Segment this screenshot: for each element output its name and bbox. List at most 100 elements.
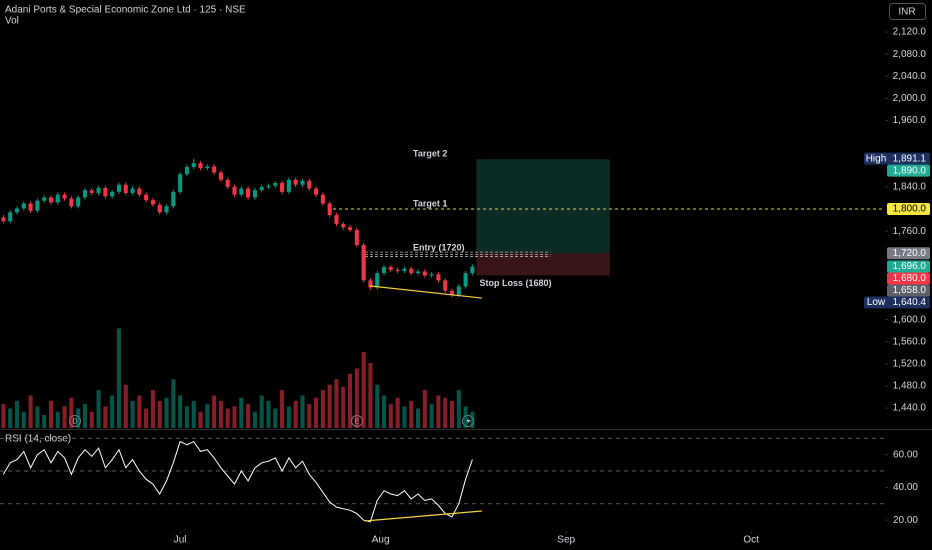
annotation: Target 1 [413, 198, 447, 208]
y-tick-label: 1,760.0 [893, 226, 927, 237]
candle-body [130, 188, 135, 193]
candle-body [341, 223, 346, 228]
volume-bar [436, 395, 441, 428]
price-label: 1,658.0 [893, 285, 927, 296]
candle-body [286, 179, 291, 192]
volume-bar [402, 406, 407, 428]
trendline [369, 285, 482, 299]
volume-bar [212, 395, 217, 428]
volume-bar [130, 400, 135, 428]
volume-bar [348, 373, 353, 428]
candle-body [42, 197, 47, 201]
volume-bar [415, 408, 421, 428]
candle-body [191, 163, 196, 167]
candle-body [62, 194, 67, 199]
volume-bar [1, 404, 6, 428]
volume-bar [178, 395, 183, 428]
volume-bar [280, 390, 285, 428]
volume-bar [89, 411, 94, 428]
candle-body [164, 206, 169, 213]
volume-bar [456, 390, 461, 428]
volume-bar [103, 406, 108, 428]
volume-bar [232, 406, 237, 428]
volume-bar [82, 404, 88, 428]
volume-bar [409, 400, 414, 428]
volume-bar [449, 400, 455, 428]
candle-body [327, 203, 332, 216]
candle-body [218, 172, 223, 180]
candle-body [239, 188, 244, 195]
volume-bar [259, 395, 264, 428]
candle-body [280, 183, 285, 192]
volume-bar [198, 411, 203, 428]
candle-body [266, 185, 271, 187]
candle-body [212, 166, 217, 173]
volume-bar [320, 390, 325, 428]
rsi-title: RSI (14, close) [5, 434, 71, 445]
volume-bar [123, 384, 128, 428]
rsi-tick-label: 60.00 [893, 449, 918, 460]
currency-label[interactable]: INR [898, 7, 915, 18]
y-tick-label: 1,600.0 [893, 314, 927, 325]
y-tick-label: 1,840.0 [893, 182, 927, 193]
volume-bar [273, 408, 278, 428]
candle-body [402, 268, 407, 271]
price-tag: Low [867, 297, 886, 308]
volume-bar [157, 400, 162, 428]
event-dividend-label[interactable]: D [72, 418, 77, 425]
volume-bar [225, 408, 230, 428]
y-tick-label: 2,040.0 [893, 71, 927, 82]
candle-body [470, 266, 475, 274]
candle-body [415, 271, 421, 274]
annotation: Entry (1720) [413, 243, 465, 253]
volume-bar [422, 390, 427, 428]
price-label-bg [887, 247, 930, 260]
price-tag-bg [864, 152, 888, 165]
volume-bar [76, 408, 81, 428]
price-label: 1,891.1 [893, 153, 927, 164]
volume-bar [300, 395, 305, 428]
y-tick-label: 1,560.0 [893, 336, 927, 347]
volume-bar [341, 386, 346, 428]
candle-body [137, 188, 142, 195]
candle-body [232, 186, 237, 195]
candle-body [69, 198, 74, 207]
volume-bar [110, 395, 115, 428]
volume-bar [164, 397, 169, 428]
y-tick-label: 1,440.0 [893, 403, 927, 414]
candle-body [443, 280, 448, 291]
y-tick-label: 2,120.0 [893, 27, 927, 38]
volume-bar [314, 397, 319, 428]
candle-body [246, 188, 251, 198]
candle-body [259, 186, 264, 191]
price-label-bg [887, 272, 930, 285]
price-tag-bg [864, 296, 888, 309]
candle-body [293, 179, 298, 185]
candle-body [382, 267, 387, 274]
currency-button[interactable] [889, 3, 926, 20]
x-tick-label: Aug [372, 535, 390, 546]
volume-bar [184, 406, 189, 428]
volume-bar [35, 406, 40, 428]
candle-body [76, 197, 81, 207]
y-tick-label: 1,960.0 [893, 115, 927, 126]
candle-body [96, 188, 101, 193]
volume-bar [205, 404, 210, 428]
candle-body [320, 194, 325, 204]
candle-body [375, 273, 380, 288]
volume-bar [14, 400, 20, 428]
candle-body [388, 267, 393, 270]
price-label: 1,890.0 [893, 165, 927, 176]
volume-bar [307, 404, 312, 428]
y-tick-label: 2,000.0 [893, 93, 927, 104]
candle-body [184, 166, 189, 175]
volume-bar [286, 406, 291, 428]
candle-body [48, 197, 54, 203]
candle-body [225, 179, 230, 187]
price-tag: High [866, 153, 887, 164]
rsi-tick-label: 20.00 [893, 515, 918, 526]
volume-bar [144, 408, 149, 428]
volume-bar [252, 411, 257, 428]
